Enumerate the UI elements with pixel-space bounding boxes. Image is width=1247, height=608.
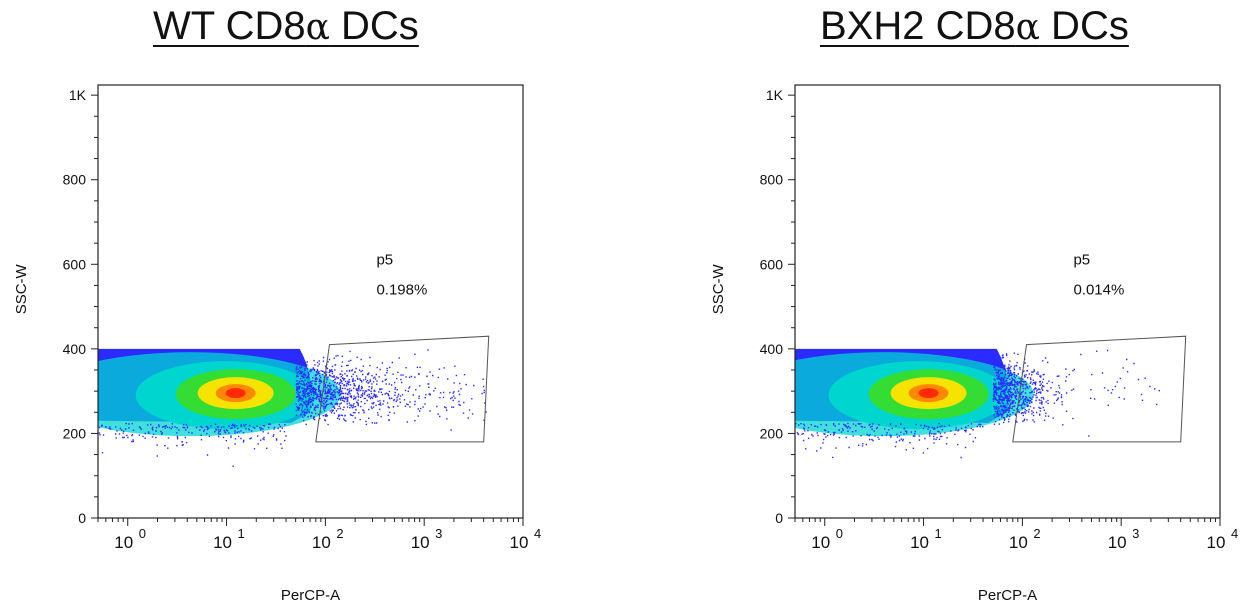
y-tick-label: 1K [766, 87, 784, 103]
y-axis-label: SSC-W [13, 263, 30, 314]
x-tick-exponent: 2 [336, 526, 343, 541]
plot-panel-0: p5 0.198% 0 200 400 600 800 1K 10 0 10 1 10 2 10 3 10 4 Pe… [13, 84, 541, 604]
x-tick-label: 10 [312, 533, 331, 552]
x-tick-exponent: 1 [935, 526, 942, 541]
gate-name-label: p5 [376, 251, 393, 268]
y-tick-label: 600 [760, 256, 784, 272]
x-tick-label: 10 [411, 533, 430, 552]
y-tick-label: 800 [63, 172, 87, 188]
density-peak [225, 388, 246, 399]
x-tick-exponent: 4 [1231, 526, 1238, 541]
plot-frame [97, 84, 524, 519]
gate-name-label: p5 [1073, 251, 1090, 268]
y-tick-label: 600 [63, 256, 87, 272]
density-peak [918, 388, 939, 399]
panel-title-wt: WT CD8α DCs [153, 4, 419, 48]
gate-percent-label: 0.014% [1073, 281, 1124, 298]
panel-title-bxh2: BXH2 CD8α DCs [820, 4, 1129, 48]
y-tick-label: 200 [63, 425, 87, 441]
y-tick-label: 800 [760, 172, 784, 188]
plot-panel-1: p5 0.014% 0 200 400 600 800 1K 10 0 10 1 10 2 10 3 10 4 Pe… [710, 84, 1238, 604]
x-tick-label: 10 [811, 533, 830, 552]
gate-p5[interactable] [315, 335, 490, 443]
x-tick-label: 10 [114, 533, 133, 552]
x-tick-label: 10 [1108, 533, 1127, 552]
y-tick-label: 400 [760, 341, 784, 357]
x-tick-exponent: 3 [435, 526, 442, 541]
x-tick-exponent: 2 [1033, 526, 1040, 541]
y-tick-label: 0 [78, 510, 86, 526]
x-axis-label: PerCP-A [281, 587, 340, 604]
x-axis-label: PerCP-A [978, 587, 1037, 604]
plot-frame [794, 84, 1221, 519]
gate-percent-label: 0.198% [376, 281, 427, 298]
y-tick-label: 1K [69, 87, 87, 103]
event-density-cloud [795, 348, 1160, 459]
y-tick-label: 200 [760, 425, 784, 441]
x-tick-label: 10 [1009, 533, 1028, 552]
x-tick-label: 10 [910, 533, 929, 552]
event-density-cloud [98, 348, 487, 467]
y-axis-label: SSC-W [710, 263, 727, 314]
x-tick-exponent: 3 [1132, 526, 1139, 541]
x-tick-label: 10 [213, 533, 232, 552]
x-tick-label: 10 [1207, 533, 1226, 552]
y-tick-label: 0 [775, 510, 783, 526]
x-tick-exponent: 4 [534, 526, 541, 541]
gate-p5[interactable] [1012, 335, 1187, 443]
x-tick-label: 10 [510, 533, 529, 552]
x-tick-exponent: 1 [238, 526, 245, 541]
x-tick-exponent: 0 [836, 526, 843, 541]
y-tick-label: 400 [63, 341, 87, 357]
x-tick-exponent: 0 [139, 526, 146, 541]
